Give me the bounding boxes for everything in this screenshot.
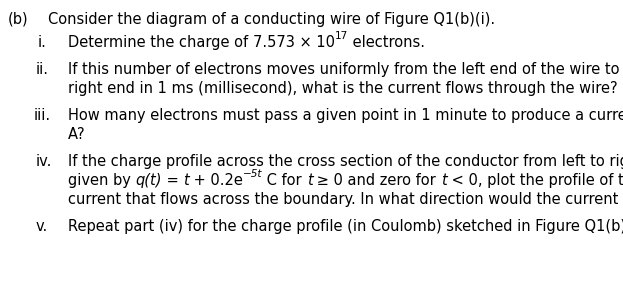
Text: iii.: iii. [34, 108, 51, 123]
Text: −5t: −5t [243, 169, 262, 179]
Text: Determine the charge of: Determine the charge of [68, 35, 253, 50]
Text: t: t [183, 173, 189, 188]
Text: Repeat part (iv) for the charge profile (in Coulomb) sketched in Figure Q1(b)(ii: Repeat part (iv) for the charge profile … [68, 219, 623, 234]
Text: iv.: iv. [36, 154, 52, 169]
Text: right end in 1 ms (millisecond), what is the current flows through the wire?: right end in 1 ms (millisecond), what is… [68, 81, 617, 96]
Text: + 0.2e: + 0.2e [189, 173, 243, 188]
Text: Consider the diagram of a conducting wire of Figure Q1(b)(i).: Consider the diagram of a conducting wir… [48, 12, 495, 27]
Text: ii.: ii. [36, 62, 49, 77]
Text: C for: C for [262, 173, 307, 188]
Text: given by: given by [68, 173, 135, 188]
Text: How many electrons must pass a given point in 1 minute to produce a current of 1: How many electrons must pass a given poi… [68, 108, 623, 123]
Text: i.: i. [38, 35, 47, 50]
Text: (b): (b) [8, 12, 29, 27]
Text: current that flows across the boundary. In what direction would the current flow: current that flows across the boundary. … [68, 192, 623, 207]
Text: ≥ 0 and zero for: ≥ 0 and zero for [313, 173, 441, 188]
Text: t: t [441, 173, 447, 188]
Text: v.: v. [36, 219, 48, 234]
Text: =: = [162, 173, 183, 188]
Text: A?: A? [68, 127, 85, 142]
Text: < 0, plot the profile of the: < 0, plot the profile of the [447, 173, 623, 188]
Text: If this number of electrons moves uniformly from the left end of the wire to the: If this number of electrons moves unifor… [68, 62, 623, 77]
Text: 17: 17 [335, 31, 348, 41]
Text: q(t): q(t) [135, 173, 162, 188]
Text: t: t [307, 173, 313, 188]
Text: electrons.: electrons. [348, 35, 425, 50]
Text: If the charge profile across the cross section of the conductor from left to rig: If the charge profile across the cross s… [68, 154, 623, 169]
Text: 7.573 × 10: 7.573 × 10 [253, 35, 335, 50]
